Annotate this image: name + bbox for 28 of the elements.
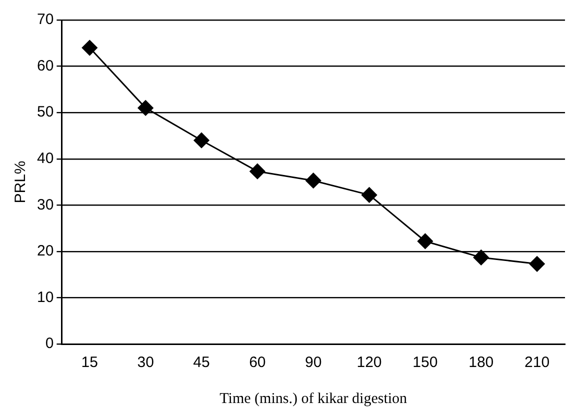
- y-tick-label: 20: [36, 242, 54, 260]
- point: [417, 233, 433, 249]
- point: [82, 40, 98, 56]
- x-tick-label: 30: [137, 354, 154, 372]
- point: [529, 256, 545, 272]
- y-tick-label: 10: [36, 288, 54, 306]
- y-tick-label: 70: [36, 11, 54, 28]
- x-tick-label: 60: [249, 354, 266, 372]
- point: [138, 100, 154, 116]
- x-tick-label: 90: [305, 354, 322, 372]
- y-tick-label: 60: [36, 57, 54, 74]
- x-tick-label: 45: [193, 354, 210, 372]
- point: [250, 164, 266, 180]
- x-tick-label: 120: [356, 354, 382, 372]
- y-tick-label: 30: [36, 196, 54, 214]
- x-axis-title: Time (mins.) of kikar digestion: [220, 390, 408, 407]
- point: [473, 250, 489, 266]
- y-tick-label: 40: [36, 150, 54, 167]
- point: [306, 172, 322, 188]
- point: [194, 132, 210, 148]
- y-tick-label: 0: [45, 335, 54, 352]
- y-axis-title: PRL%: [12, 160, 30, 204]
- point: [362, 187, 378, 203]
- x-tick-label: 150: [412, 354, 438, 372]
- x-tick-label: 15: [81, 354, 98, 372]
- x-tick-label: 210: [524, 354, 550, 372]
- y-tick-label: 50: [36, 104, 54, 121]
- x-tick-label: 180: [468, 354, 494, 372]
